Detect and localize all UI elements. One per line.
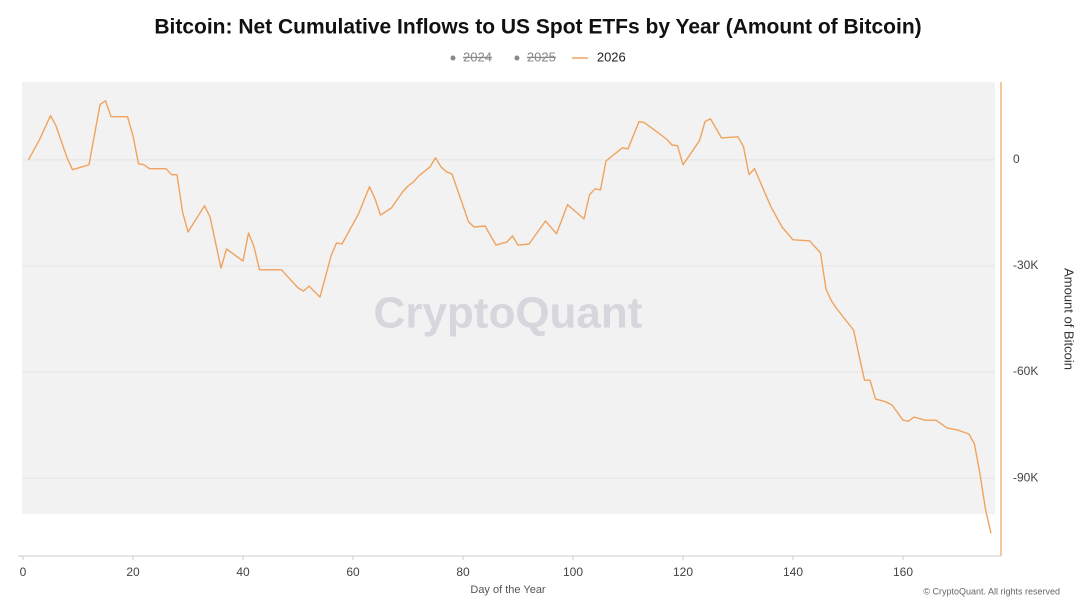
x-tick-label: 120: [673, 565, 693, 579]
x-tick-label: 100: [563, 565, 583, 579]
x-tick-label: 80: [456, 565, 470, 579]
y-tick-label: -60K: [1013, 364, 1038, 378]
y-tick-label: -90K: [1013, 470, 1038, 484]
legend-marker: [450, 55, 456, 61]
copyright: © CryptoQuant. All rights reserved: [923, 586, 1060, 596]
series-line: [27, 100, 992, 534]
x-tick-label: 20: [126, 565, 140, 579]
chart-title: Bitcoin: Net Cumulative Inflows to US Sp…: [154, 16, 921, 39]
x-tick-label: 160: [893, 565, 913, 579]
x-tick-label: 60: [346, 565, 360, 579]
x-axis-label: Day of the Year: [470, 584, 546, 596]
legend-label: 2026: [597, 49, 626, 64]
y-tick-label: 0: [1013, 152, 1020, 166]
y-tick-label: -30K: [1013, 258, 1038, 272]
x-tick-label: 0: [20, 565, 27, 579]
x-tick-label: 140: [783, 565, 803, 579]
x-tick-label: 40: [236, 565, 250, 579]
legend-label: 2024: [463, 49, 492, 64]
plot-background: [22, 82, 995, 514]
legend-marker: [514, 55, 520, 61]
watermark: CryptoQuant: [374, 289, 643, 338]
legend-label: 2025: [527, 49, 556, 64]
y-axis-label: Amount of Bitcoin: [1062, 268, 1077, 370]
